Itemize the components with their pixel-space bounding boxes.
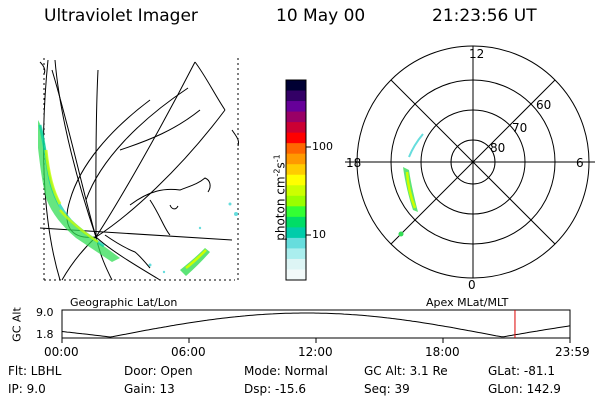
status-mode: Mode: Normal — [244, 364, 328, 378]
xtick-2359: 23:59 — [555, 345, 590, 359]
colorbar-segment — [286, 101, 306, 113]
status-filter: Flt: LBHL — [8, 364, 62, 378]
colorbar-segment — [286, 185, 306, 197]
apex-panel-label: Apex MLat/MLT — [426, 296, 509, 309]
mlt-label-6: 6 — [576, 156, 584, 170]
aurora-emission-polar — [398, 133, 424, 237]
colorbar-segment — [286, 164, 306, 176]
colorbar-segment — [286, 174, 306, 186]
colorbar-segment — [286, 206, 306, 218]
colorbar-segment — [286, 80, 306, 92]
colorbar-segment — [286, 153, 306, 165]
time-label: 21:23:56 UT — [432, 6, 537, 26]
geographic-panel-label: Geographic Lat/Lon — [70, 296, 178, 309]
mlt-label-12: 12 — [469, 47, 485, 61]
status-dsp: Dsp: -15.6 — [244, 382, 307, 396]
xtick-1200: 12:00 — [298, 345, 333, 359]
status-glon: GLon: 142.9 — [488, 382, 561, 396]
colorbar-segment — [286, 258, 306, 270]
mlt-label-0: 0 — [468, 278, 476, 292]
colorbar-tick-100: 100 — [312, 140, 333, 153]
lat-label-70: 70 — [512, 121, 528, 135]
status-glat: GLat: -81.1 — [488, 364, 555, 378]
lat-label-60: 60 — [536, 98, 552, 112]
colorbar-segment — [286, 111, 306, 123]
colorbar-segment — [286, 143, 306, 155]
status-gain: Gain: 13 — [124, 382, 175, 396]
colorbar-segment — [286, 216, 306, 228]
date-label: 10 May 00 — [276, 6, 366, 26]
colorbar-tick-10: 10 — [312, 228, 326, 241]
status-ip: IP: 9.0 — [8, 382, 46, 396]
xtick-0600: 06:00 — [171, 345, 206, 359]
colorbar-segment — [286, 248, 306, 260]
colorbar-segment — [286, 227, 306, 239]
colorbar-segment — [286, 237, 306, 249]
lat-label-80: 80 — [490, 141, 506, 155]
status-gc-alt: GC Alt: 3.1 Re — [364, 364, 448, 378]
status-door: Door: Open — [124, 364, 193, 378]
altitude-ylabel: GC Alt — [10, 307, 24, 342]
colorbar-segment — [286, 195, 306, 207]
altitude-ytick-top: 9.0 — [36, 306, 54, 319]
colorbar-segment — [286, 122, 306, 134]
colorbar-segment — [286, 269, 306, 281]
altitude-ytick-bottom: 1.8 — [36, 328, 54, 341]
xtick-0000: 00:00 — [44, 345, 79, 359]
aurora-emission-left — [38, 120, 238, 276]
mlt-label-18: 18 — [346, 156, 362, 170]
status-seq: Seq: 39 — [364, 382, 410, 396]
colorbar-segment — [286, 132, 306, 144]
colorbar-segment — [286, 90, 306, 102]
instrument-title: Ultraviolet Imager — [44, 6, 198, 26]
xtick-1800: 18:00 — [425, 345, 460, 359]
